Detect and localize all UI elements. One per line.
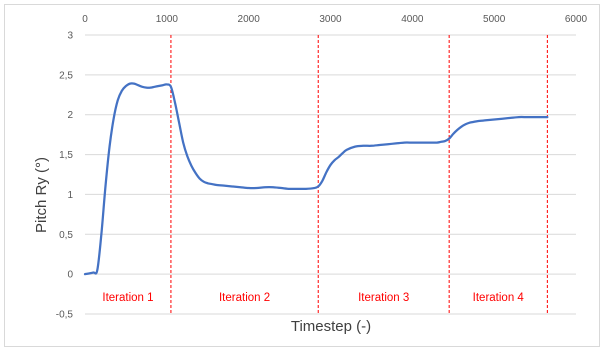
y-tick-label: 1,5 — [59, 150, 73, 161]
y-tick-label: 2 — [67, 110, 73, 121]
x-tick-label: 6000 — [565, 14, 588, 25]
x-tick-label: 5000 — [483, 14, 506, 25]
iteration-label: Iteration 3 — [358, 292, 409, 304]
y-axis-ticks: 3 2,5 2 1,5 1 0,5 0 -0,5 — [56, 31, 74, 321]
x-axis-ticks: 0 1000 2000 3000 4000 5000 6000 — [82, 14, 587, 25]
iteration-boundaries — [170, 35, 548, 314]
iteration-label: Iteration 4 — [473, 292, 525, 304]
x-tick-label: 0 — [82, 14, 88, 25]
y-tick-label: -0,5 — [56, 310, 74, 321]
y-tick-label: 0 — [67, 270, 73, 281]
series — [83, 82, 549, 276]
iteration-labels: Iteration 1 Iteration 2 Iteration 3 Iterati… — [102, 292, 524, 304]
y-axis-title: Pitch Ry (°) — [33, 157, 50, 233]
y-tick-label: 2,5 — [59, 70, 73, 81]
gridlines — [85, 34, 576, 315]
series-line — [83, 82, 549, 276]
iteration-label: Iteration 1 — [102, 292, 153, 304]
x-axis-title: Timestep (-) — [291, 318, 371, 335]
y-tick-label: 3 — [67, 31, 73, 42]
x-tick-label: 2000 — [238, 14, 261, 25]
x-tick-label: 4000 — [401, 14, 424, 25]
x-tick-label: 3000 — [319, 14, 342, 25]
iteration-label: Iteration 2 — [219, 292, 270, 304]
x-tick-label: 1000 — [156, 14, 179, 25]
y-tick-label: 0,5 — [59, 230, 73, 241]
chart-frame — [4, 4, 600, 347]
y-tick-label: 1 — [67, 190, 73, 201]
